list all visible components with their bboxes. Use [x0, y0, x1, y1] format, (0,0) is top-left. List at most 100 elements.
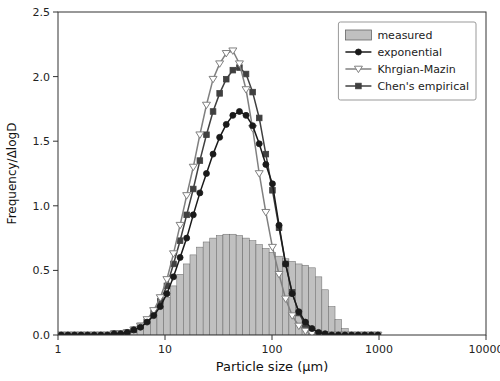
marker [230, 67, 236, 73]
marker [190, 186, 196, 192]
histogram-bar [256, 245, 263, 335]
y-tick-label: 0.5 [33, 264, 51, 277]
legend-label: Chen's empirical [377, 80, 469, 93]
marker [123, 330, 131, 335]
marker [111, 331, 117, 335]
y-tick-label: 1.5 [33, 135, 51, 148]
marker [202, 102, 210, 108]
marker [255, 171, 263, 177]
histogram-bar [249, 241, 256, 335]
legend-box [338, 22, 476, 100]
marker [302, 319, 308, 325]
histogram [111, 234, 362, 335]
histogram-bar [315, 277, 322, 335]
marker [189, 164, 197, 170]
x-tick [272, 335, 273, 340]
marker [151, 313, 157, 319]
marker [210, 151, 216, 157]
marker [210, 109, 216, 115]
marker [177, 238, 183, 244]
marker [164, 291, 170, 297]
marker [268, 244, 276, 250]
marker [157, 304, 163, 310]
marker [170, 274, 176, 280]
marker [124, 330, 130, 335]
legend-swatch [345, 30, 371, 40]
histogram-bar [197, 247, 204, 335]
x-axis-label: Particle size (μm) [216, 359, 329, 374]
x-tick-label: 10 [158, 343, 172, 356]
chart: 1101001000100000.00.51.01.52.02.5Particl… [0, 0, 500, 381]
marker [262, 209, 270, 215]
marker [131, 327, 137, 333]
marker [223, 121, 229, 127]
marker [118, 331, 124, 335]
marker [242, 87, 250, 93]
line-series [58, 108, 381, 335]
x-tick-label: 100 [262, 343, 283, 356]
histogram-bar [296, 264, 303, 335]
marker [283, 261, 289, 267]
marker [250, 123, 256, 129]
histogram-bar [216, 236, 223, 335]
marker [256, 141, 262, 147]
histogram-bar [170, 286, 177, 335]
marker [190, 212, 196, 218]
marker [296, 309, 302, 315]
marker [243, 112, 249, 118]
marker [203, 171, 209, 177]
marker [230, 112, 236, 118]
y-tick [53, 12, 58, 13]
marker [197, 190, 203, 196]
marker [169, 251, 177, 257]
histogram-bar [328, 307, 335, 335]
histogram-bar [236, 236, 243, 335]
marker [355, 49, 361, 55]
marker [196, 132, 204, 138]
histogram-bar [144, 319, 151, 335]
marker [118, 331, 124, 335]
histogram-bar [137, 325, 144, 335]
histogram-bar [269, 252, 276, 335]
y-tick [53, 76, 58, 77]
legend-label: measured [377, 29, 432, 42]
marker [131, 327, 137, 333]
marker [236, 108, 242, 114]
y-tick-label: 2.5 [33, 6, 51, 19]
legend-label: Khrgian-Mazin [377, 63, 455, 76]
marker [183, 193, 191, 199]
marker [223, 76, 229, 82]
marker [235, 61, 243, 67]
x-tick-label: 10000 [469, 343, 500, 356]
plot-frame [58, 12, 486, 335]
x-tick [58, 335, 59, 340]
line-series [58, 48, 382, 335]
histogram-bar [210, 238, 217, 335]
marker [316, 329, 322, 335]
x-tick [486, 335, 487, 340]
marker [217, 91, 223, 97]
marker [289, 291, 295, 297]
marker [197, 158, 203, 164]
marker [263, 161, 269, 167]
marker [250, 89, 256, 95]
y-tick-label: 0.0 [33, 329, 51, 342]
marker [288, 313, 296, 319]
marker [176, 222, 184, 228]
line [61, 68, 378, 335]
marker [111, 331, 117, 335]
marker [117, 331, 125, 335]
marker [269, 181, 275, 187]
marker [204, 132, 210, 138]
histogram-bar [309, 268, 316, 335]
histogram-bar [183, 264, 190, 335]
legend-label: exponential [377, 46, 442, 59]
histogram-bar [177, 274, 184, 335]
line [61, 51, 378, 335]
x-tick-label: 1 [55, 343, 62, 356]
y-tick-label: 1.0 [33, 200, 51, 213]
marker [256, 115, 262, 121]
x-tick [379, 335, 380, 340]
y-tick [53, 335, 58, 336]
marker [217, 134, 223, 140]
